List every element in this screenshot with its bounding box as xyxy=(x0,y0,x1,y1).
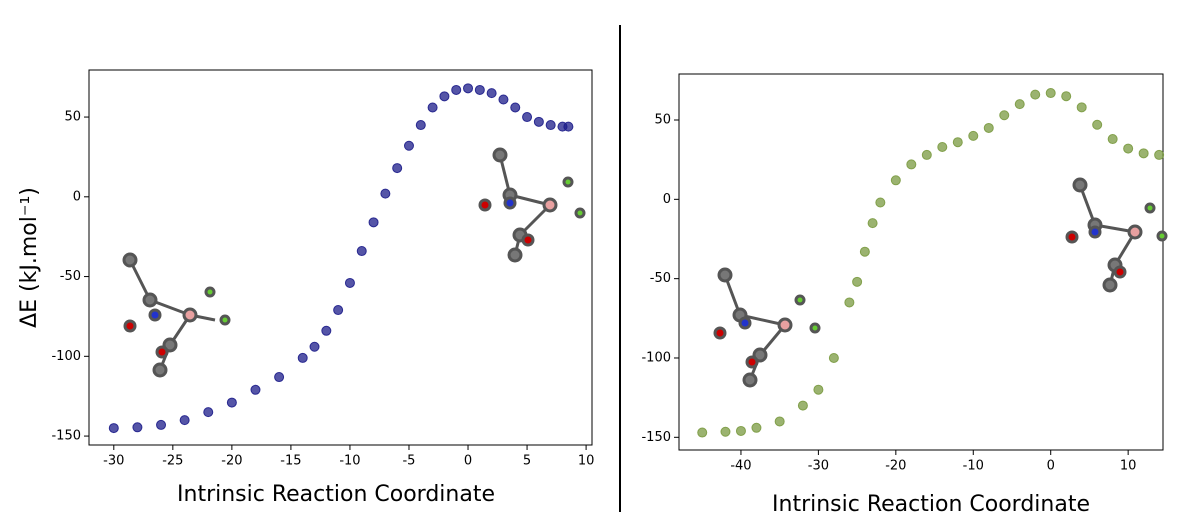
data-point xyxy=(357,247,366,256)
data-point xyxy=(860,247,869,256)
data-point xyxy=(1062,92,1071,101)
data-point xyxy=(381,189,390,198)
data-point xyxy=(907,160,916,169)
y-tick-label: 50 xyxy=(654,113,671,128)
data-point xyxy=(487,89,496,98)
x-tick-label: -40 xyxy=(730,459,751,474)
x-tick-label: -30 xyxy=(103,454,124,469)
data-point xyxy=(876,198,885,207)
y-tick-label: -100 xyxy=(51,349,81,364)
data-point xyxy=(440,92,449,101)
data-point xyxy=(404,141,413,150)
y-tick-label: 0 xyxy=(73,189,81,204)
data-point xyxy=(775,417,784,426)
x-tick-label: 10 xyxy=(578,454,595,469)
data-point xyxy=(1015,100,1024,109)
data-point xyxy=(180,416,189,425)
x-tick-label: -20 xyxy=(221,454,242,469)
y-tick-label: -150 xyxy=(51,429,81,444)
data-point xyxy=(698,428,707,437)
data-point xyxy=(798,401,807,410)
x-tick-label: 10 xyxy=(1120,459,1137,474)
data-point xyxy=(1093,120,1102,129)
data-point xyxy=(1077,103,1086,112)
data-point xyxy=(227,398,236,407)
x-tick-label: -10 xyxy=(339,454,360,469)
data-point xyxy=(868,219,877,228)
x-tick-label: -10 xyxy=(963,459,984,474)
plot-area xyxy=(679,74,1163,450)
molecule xyxy=(715,269,819,386)
data-point xyxy=(845,298,854,307)
data-point xyxy=(345,278,354,287)
y-tick-label: -50 xyxy=(60,269,81,284)
data-point xyxy=(109,424,118,433)
x-axis-label: Intrinsic Reaction Coordinate xyxy=(772,492,1090,517)
data-point xyxy=(953,138,962,147)
data-point xyxy=(464,84,473,93)
figure: -40-30-20-10010-150-100-50050Intrinsic R… xyxy=(0,0,1204,517)
y-tick-label: -50 xyxy=(650,271,671,286)
data-point xyxy=(157,420,166,429)
data-point xyxy=(475,85,484,94)
data-point xyxy=(1000,111,1009,120)
data-point xyxy=(736,426,745,435)
x-tick-label: -25 xyxy=(162,454,183,469)
x-tick-label: -20 xyxy=(885,459,906,474)
data-point xyxy=(1124,144,1133,153)
data-point xyxy=(922,150,931,159)
data-point xyxy=(204,408,213,417)
data-point xyxy=(511,103,520,112)
data-point xyxy=(814,385,823,394)
y-tick-label: -100 xyxy=(641,350,671,365)
data-point xyxy=(322,326,331,335)
data-point xyxy=(546,121,555,130)
data-point xyxy=(275,373,284,382)
data-point xyxy=(969,131,978,140)
data-point xyxy=(310,342,319,351)
data-point xyxy=(393,164,402,173)
data-point xyxy=(938,142,947,151)
molecule xyxy=(480,149,584,261)
y-axis-label: ΔE (kJ.mol⁻¹) xyxy=(17,187,42,328)
molecule xyxy=(1067,179,1166,291)
x-tick-label: -5 xyxy=(402,454,415,469)
x-tick-label: -15 xyxy=(280,454,301,469)
data-point xyxy=(853,277,862,286)
data-point xyxy=(334,306,343,315)
data-point xyxy=(452,85,461,94)
data-point xyxy=(891,176,900,185)
x-tick-label: 5 xyxy=(523,454,531,469)
data-point xyxy=(1046,89,1055,98)
data-point xyxy=(752,423,761,432)
data-point xyxy=(428,103,437,112)
y-tick-label: -150 xyxy=(641,430,671,445)
data-point xyxy=(416,121,425,130)
data-point xyxy=(298,353,307,362)
data-point xyxy=(133,423,142,432)
data-point xyxy=(984,123,993,132)
data-point xyxy=(523,113,532,122)
molecule xyxy=(124,254,229,376)
x-tick-label: -30 xyxy=(808,459,829,474)
data-point xyxy=(1155,150,1164,159)
data-point xyxy=(369,218,378,227)
data-point xyxy=(251,385,260,394)
x-tick-label: 0 xyxy=(1047,459,1055,474)
data-point xyxy=(721,427,730,436)
y-tick-label: 50 xyxy=(64,110,81,125)
x-axis-label: Intrinsic Reaction Coordinate xyxy=(177,482,495,507)
data-point xyxy=(534,117,543,126)
data-point xyxy=(1139,149,1148,158)
x-tick-label: 0 xyxy=(464,454,472,469)
data-point xyxy=(564,122,573,131)
y-tick-label: 0 xyxy=(663,192,671,207)
data-point xyxy=(829,353,838,362)
data-point xyxy=(1108,135,1117,144)
data-point xyxy=(1031,90,1040,99)
data-point xyxy=(499,95,508,104)
